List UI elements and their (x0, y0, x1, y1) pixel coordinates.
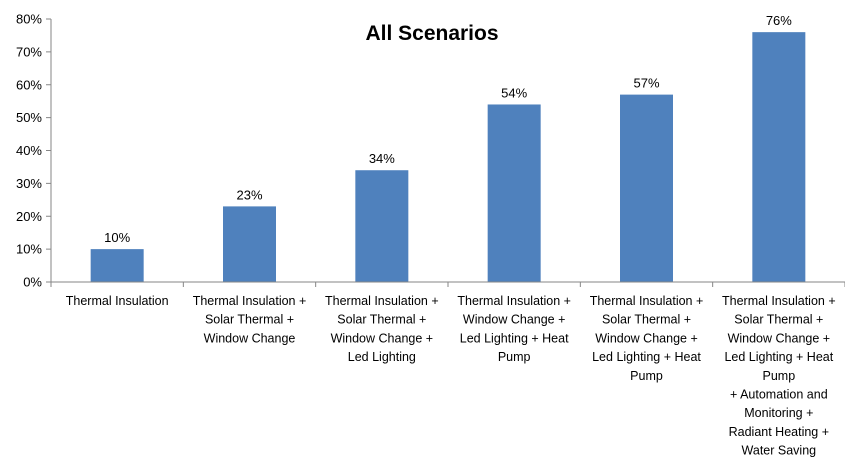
x-tick-label: Led Lighting + Heat (460, 331, 569, 345)
x-tick-label: Thermal Insulation + (193, 294, 307, 308)
bar (355, 170, 409, 282)
y-tick-label: 80% (16, 12, 42, 27)
chart-title: All Scenarios (365, 22, 498, 45)
data-label: 10% (104, 230, 130, 245)
bar (620, 94, 673, 282)
x-tick-label: Window Change (204, 331, 296, 345)
y-tick-label: 40% (16, 143, 42, 158)
x-tick-label: Water Saving (742, 444, 817, 458)
data-label: 23% (236, 187, 262, 202)
data-label: 57% (633, 76, 659, 91)
data-label: 54% (501, 85, 527, 100)
bar (90, 249, 144, 282)
x-tick-label: Thermal Insulation + (722, 294, 836, 308)
x-tick-label: Thermal Insulation + (325, 294, 439, 308)
bar (752, 32, 806, 283)
y-tick-label: 50% (16, 110, 42, 125)
y-tick-label: 10% (16, 242, 42, 257)
y-axis: 0% 10% 20% 30% 40% 50% 60% 70% 80% (16, 12, 52, 290)
x-tick-label: + Automation and (730, 388, 828, 402)
x-tick-label: Thermal Insulation (66, 294, 169, 308)
x-tick-label: Solar Thermal + (337, 313, 426, 327)
x-tick-label: Monitoring + (744, 406, 813, 420)
x-tick-label: Pump (763, 369, 796, 383)
data-label: 76% (766, 13, 792, 28)
y-tick-label: 20% (16, 209, 42, 224)
data-label: 34% (369, 151, 395, 166)
x-tick-label: Pump (498, 350, 531, 364)
bar (223, 206, 276, 282)
x-tick-label: Window Change + (331, 331, 434, 345)
x-tick-label: Led Lighting + Heat (592, 350, 701, 364)
x-tick-label: Pump (630, 369, 663, 383)
bars (90, 32, 806, 283)
x-tick-label: Solar Thermal + (205, 313, 294, 327)
x-tick-label: Radiant Heating + (729, 425, 829, 439)
y-tick-label: 0% (23, 275, 42, 290)
x-tick-label: Thermal Insulation + (590, 294, 704, 308)
x-tick-label: Window Change + (463, 313, 566, 327)
y-tick-label: 60% (16, 77, 42, 92)
x-tick-label: Solar Thermal + (734, 313, 823, 327)
x-axis: Thermal Insulation Thermal Insulation + So… (50, 281, 845, 458)
x-tick-label: Thermal Insulation + (457, 294, 571, 308)
y-tick-label: 70% (16, 44, 42, 59)
y-tick-label: 30% (16, 176, 42, 191)
x-tick-label: Led Lighting + Heat (724, 350, 833, 364)
bar (487, 104, 541, 282)
data-labels: 10% 23% 34% 54% 57% 76% (104, 13, 792, 245)
x-tick-label: Led Lighting (348, 350, 416, 364)
x-tick-label: Solar Thermal + (602, 313, 691, 327)
x-tick-label: Window Change + (728, 331, 831, 345)
x-tick-label: Window Change + (595, 331, 698, 345)
